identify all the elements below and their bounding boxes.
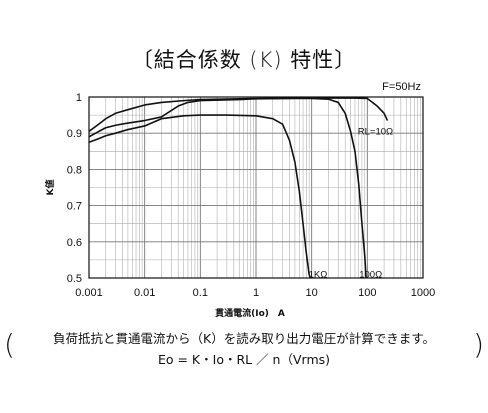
tick-layer: 0.001 0.01 0.1 1 10 100 1000 0.5 0.6 0.7 0.8 0.9 1 — [67, 92, 436, 299]
series-line-100 — [88, 97, 367, 279]
note-line-1: 負荷抵抗と貫通電流から（K）を読み取り出力電圧が計算できます。 — [53, 331, 435, 346]
y-tick-label: 0.6 — [67, 237, 82, 249]
chart-title: 〔結合係数 (K) 特性〕 — [131, 48, 357, 72]
x-tick-label: 0.001 — [75, 287, 103, 299]
y-tick-label: 0.7 — [67, 201, 82, 213]
x-tick-label: 1 — [253, 287, 259, 299]
y-tick-label: 0.9 — [67, 128, 82, 140]
x-tick-label: 0.01 — [134, 287, 155, 299]
x-tick-label: 1000 — [411, 287, 435, 299]
plot-frame — [88, 96, 424, 279]
note-paren-left: ( — [4, 328, 15, 361]
series-label: 100Ω — [359, 269, 382, 280]
y-tick-label: 0.8 — [67, 164, 82, 176]
series-label: RL=10Ω — [358, 126, 393, 137]
x-axis-label: 貫通電流(Io) A — [215, 307, 285, 319]
note-paren-right: ) — [473, 328, 484, 361]
calculation-note: ( 負荷抵抗と貫通電流から（K）を読み取り出力電圧が計算できます。 ) — [0, 328, 488, 361]
y-tick-label: 1 — [76, 92, 82, 104]
series-line-1k — [88, 114, 312, 279]
x-tick-label: 10 — [306, 287, 318, 299]
y-axis-label: K値 — [44, 180, 56, 196]
y-tick-label: 0.5 — [67, 273, 82, 285]
frequency-annotation: F=50Hz — [382, 81, 421, 93]
x-tick-label: 0.1 — [193, 287, 208, 299]
series-label: 1KΩ — [309, 269, 328, 280]
series-layer — [88, 97, 389, 279]
grid-layer — [88, 97, 423, 278]
output-voltage-formula: Eo = K・Io・RL ／ n（Vrms) — [157, 352, 331, 367]
label-layer: F=50Hz 貫通電流(Io) A K値 RL=10Ω 100Ω 1KΩ — [44, 81, 421, 319]
x-tick-label: 100 — [358, 287, 376, 299]
